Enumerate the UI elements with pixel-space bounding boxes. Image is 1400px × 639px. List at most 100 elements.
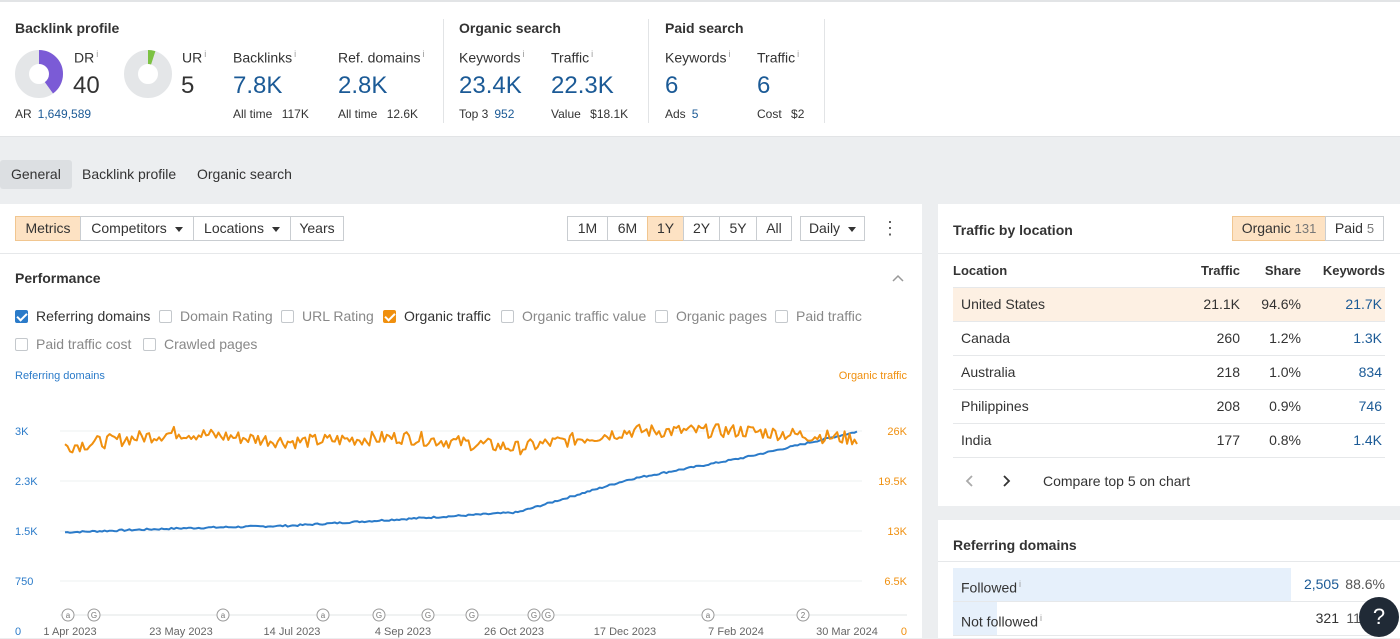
location-keywords-link[interactable]: 746: [1358, 398, 1382, 414]
top3-link[interactable]: 952: [494, 107, 515, 121]
performance-title: Performance: [15, 270, 101, 286]
tab-organic-search[interactable]: Organic search: [197, 166, 292, 182]
table-row[interactable]: Philippines 208 0.9% 746: [953, 389, 1385, 423]
checkbox-organic-traffic-value[interactable]: Organic traffic value: [501, 308, 646, 324]
location-keywords-link[interactable]: 21.7K: [1345, 296, 1382, 312]
years-button[interactable]: Years: [290, 216, 344, 241]
performance-chart[interactable]: 3K 26K 2.3K 19.5K 1.5K 13K 750 6.5K 0 0 1 Apr 2023…: [0, 384, 922, 638]
svg-text:G: G: [469, 611, 475, 620]
chevron-right-icon[interactable]: [1000, 474, 1012, 488]
organic-keywords-label[interactable]: Keywords i: [459, 49, 525, 66]
refdomains-value[interactable]: 2.8K: [338, 72, 388, 99]
checkbox-url-rating[interactable]: URL Rating: [281, 308, 374, 324]
chevron-left-icon[interactable]: [964, 474, 976, 488]
compare-top5-link[interactable]: Compare top 5 on chart: [1043, 473, 1191, 489]
left-tick-label: 3K: [15, 426, 29, 438]
location-keywords-link[interactable]: 834: [1358, 364, 1382, 380]
refdomains-label[interactable]: Ref. domains i: [338, 49, 425, 66]
table-row[interactable]: Not followedi32111.4%: [953, 602, 1385, 636]
checkbox-domain-rating[interactable]: Domain Rating: [159, 308, 273, 324]
range-2y-button[interactable]: 2Y: [683, 216, 720, 241]
annotation-marker-icon[interactable]: a: [701, 608, 715, 622]
table-row[interactable]: Australia 218 1.0% 834: [953, 355, 1385, 389]
checkbox-icon: [501, 310, 514, 323]
annotation-marker-icon[interactable]: a: [61, 608, 75, 622]
header-location[interactable]: Location: [953, 263, 1008, 278]
location-traffic: 260: [1216, 330, 1240, 346]
refdomain-type: Not followed i: [961, 613, 1043, 630]
annotation-marker-icon[interactable]: a: [216, 608, 230, 622]
interval-dropdown[interactable]: Daily: [800, 216, 865, 241]
refdomain-count[interactable]: 321: [1315, 610, 1339, 626]
checkbox-referring-domains[interactable]: Referring domains: [15, 308, 150, 324]
chevron-up-icon[interactable]: [891, 273, 905, 283]
left-tick-label: 750: [15, 576, 33, 588]
annotation-marker-icon[interactable]: G: [421, 608, 435, 622]
organic-traffic-value[interactable]: 22.3K: [551, 72, 614, 99]
location-keywords-link[interactable]: 1.4K: [1353, 432, 1382, 448]
table-row[interactable]: United States 21.1K 94.6% 21.7K: [953, 287, 1385, 321]
ur-label[interactable]: UR i: [182, 49, 207, 66]
x-tick-label: 1 Apr 2023: [43, 626, 96, 638]
location-traffic: 21.1K: [1203, 296, 1240, 312]
header-traffic[interactable]: Traffic: [1200, 263, 1240, 278]
checkbox-paid-traffic-cost[interactable]: Paid traffic cost: [15, 336, 131, 352]
checkbox-crawled-pages[interactable]: Crawled pages: [143, 336, 257, 352]
location-traffic: 177: [1216, 432, 1240, 448]
checkbox-icon: [775, 310, 788, 323]
metrics-button[interactable]: Metrics: [15, 216, 81, 241]
organic-traffic-label[interactable]: Traffic i: [551, 49, 594, 66]
backlinks-label[interactable]: Backlinks i: [233, 49, 297, 66]
annotation-marker-icon[interactable]: G: [465, 608, 479, 622]
annotation-marker-icon[interactable]: G: [541, 608, 555, 622]
ar-value-link[interactable]: 1,649,589: [37, 107, 92, 121]
paid-traffic-value[interactable]: 6: [757, 72, 771, 99]
organic-keywords-value[interactable]: 23.4K: [459, 72, 522, 99]
checkbox-organic-traffic[interactable]: Organic traffic: [383, 308, 491, 324]
location-keywords-link[interactable]: 1.3K: [1353, 330, 1382, 346]
x-tick-label: 30 Mar 2024: [816, 626, 878, 638]
annotation-marker-icon[interactable]: G: [372, 608, 386, 622]
range-1y-button[interactable]: 1Y: [647, 216, 684, 241]
paid-traffic-label[interactable]: Traffic i: [757, 49, 800, 66]
tab-backlink-profile[interactable]: Backlink profile: [82, 166, 177, 182]
paid-toggle[interactable]: Paid 5: [1325, 216, 1384, 241]
competitors-dropdown[interactable]: Competitors: [80, 216, 194, 241]
annotation-marker-icon[interactable]: a: [316, 608, 330, 622]
range-all-button[interactable]: All: [756, 216, 792, 241]
range-6m-button[interactable]: 6M: [607, 216, 648, 241]
range-1m-button[interactable]: 1M: [567, 216, 608, 241]
table-row[interactable]: Canada 260 1.2% 1.3K: [953, 321, 1385, 355]
table-row[interactable]: India 177 0.8% 1.4K: [953, 423, 1385, 457]
refdomains-panel-title: Referring domains: [953, 537, 1077, 553]
header-share[interactable]: Share: [1264, 263, 1301, 278]
header-keywords[interactable]: Keywords: [1322, 263, 1385, 278]
right-tick-label: 19.5K: [878, 476, 907, 488]
checkbox-organic-pages[interactable]: Organic pages: [655, 308, 767, 324]
left-tick-label: 1.5K: [15, 526, 38, 538]
help-button[interactable]: ?: [1359, 597, 1399, 637]
caret-down-icon: [174, 226, 183, 232]
organic-toggle[interactable]: Organic 131: [1232, 216, 1326, 241]
divider: [0, 253, 922, 254]
divider: [648, 19, 649, 123]
locations-dropdown[interactable]: Locations: [193, 216, 291, 241]
annotation-marker-icon[interactable]: G: [87, 608, 101, 622]
checkbox-paid-traffic[interactable]: Paid traffic: [775, 308, 862, 324]
ads-link[interactable]: 5: [691, 107, 699, 121]
paid-ads: Ads 5: [665, 107, 699, 121]
paid-keywords-value[interactable]: 6: [665, 72, 679, 99]
svg-text:a: a: [221, 611, 226, 620]
backlinks-all-time: All time 117K: [233, 107, 309, 121]
table-row[interactable]: Followed i 2,505 88.6%: [953, 568, 1385, 602]
range-5y-button[interactable]: 5Y: [719, 216, 757, 241]
traffic-location-title: Traffic by location: [953, 222, 1073, 238]
refdomain-count[interactable]: 2,505: [1303, 576, 1339, 592]
annotation-marker-icon[interactable]: 2: [796, 608, 810, 622]
annotation-marker-icon[interactable]: G: [527, 608, 541, 622]
tab-general[interactable]: General: [0, 160, 72, 189]
dr-label[interactable]: DR i: [74, 49, 99, 66]
more-options-icon[interactable]: ⋮: [881, 218, 899, 238]
paid-keywords-label[interactable]: Keywords i: [665, 49, 731, 66]
backlinks-value[interactable]: 7.8K: [233, 72, 283, 99]
